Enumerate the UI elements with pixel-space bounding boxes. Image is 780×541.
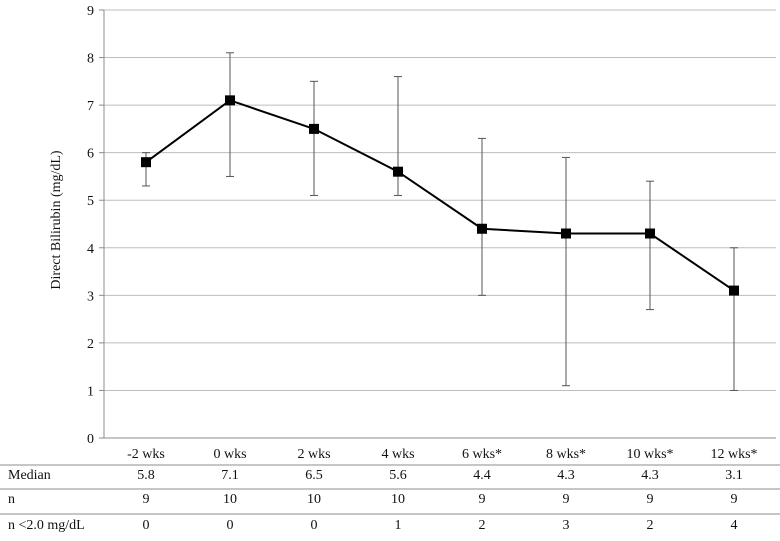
x-tick-label: 4 wks — [381, 447, 414, 462]
data-point — [225, 95, 235, 106]
data-table: Median 5.8 7.1 6.5 5.6 4.4 4.3 4.3 3.1n 9 10 10 10 9 9… — [0, 464, 780, 533]
table-cell: 9 — [143, 492, 150, 507]
error-bars — [142, 52, 738, 391]
x-tick-label: 10 wks* — [626, 447, 673, 462]
table-cell: 10 — [391, 492, 405, 507]
table-cell: 9 — [479, 492, 486, 507]
data-points — [141, 95, 739, 296]
table-cell: 0 — [227, 518, 234, 533]
x-tick-label: -2 wks — [127, 447, 165, 462]
x-tick-labels: -2 wks 0 wks 2 wks 4 wks 6 wks* 8 wks* 10 wks*… — [127, 447, 757, 462]
data-point — [393, 166, 403, 177]
table-cell: 5.6 — [389, 468, 407, 483]
data-point — [561, 228, 571, 239]
x-tick-label: 6 wks* — [462, 447, 502, 462]
table-cell: 9 — [647, 492, 654, 507]
table-cell: 6.5 — [305, 468, 323, 483]
table-cell: 0 — [311, 518, 318, 533]
table-cell: 2 — [479, 518, 486, 533]
data-point — [645, 228, 655, 239]
y-tick-label: 9 — [87, 4, 94, 19]
x-tick-label: 8 wks* — [546, 447, 586, 462]
table-row-label: n <2.0 mg/dL — [8, 518, 85, 533]
table-cell: 0 — [143, 518, 150, 533]
x-tick-label: 2 wks — [297, 447, 330, 462]
table-cell: 4 — [731, 518, 738, 533]
data-point — [477, 223, 487, 234]
table-cell: 4.4 — [473, 468, 491, 483]
series-line — [145, 99, 735, 292]
y-tick-label: 8 — [87, 52, 94, 67]
axes — [99, 9, 776, 439]
table-cell: 1 — [395, 518, 402, 533]
table-cell: 10 — [307, 492, 321, 507]
x-tick-label: 0 wks — [213, 447, 246, 462]
table-cell: 4.3 — [641, 468, 659, 483]
y-tick-label: 0 — [87, 432, 94, 447]
table-cell: 4.3 — [557, 468, 575, 483]
y-tick-label: 2 — [87, 337, 94, 352]
table-cell: 2 — [647, 518, 654, 533]
table-cell: 10 — [223, 492, 237, 507]
y-axis-label: Direct Bilirubin (mg/dL) — [49, 150, 64, 290]
data-point — [141, 157, 151, 168]
y-tick-label: 6 — [87, 147, 94, 162]
table-cell: 3.1 — [725, 468, 743, 483]
table-cell: 7.1 — [221, 468, 239, 483]
y-tick-label: 7 — [87, 99, 94, 114]
y-tick-label: 3 — [87, 289, 94, 304]
table-cell: 3 — [563, 518, 570, 533]
x-tick-label: 12 wks* — [710, 447, 757, 462]
y-tick-label: 4 — [87, 242, 94, 257]
y-tick-labels: 0 1 2 3 4 5 6 7 8 9 — [87, 4, 94, 447]
table-cell: 5.8 — [137, 468, 155, 483]
table-row-label: n — [8, 492, 15, 507]
data-point — [309, 123, 319, 134]
series-line-median — [145, 99, 735, 292]
y-tick-label: 1 — [87, 384, 94, 399]
table-cell: 9 — [563, 492, 570, 507]
data-point — [729, 285, 739, 296]
table-row-label: Median — [8, 468, 51, 483]
table-cell: 9 — [731, 492, 738, 507]
y-tick-label: 5 — [87, 194, 94, 209]
